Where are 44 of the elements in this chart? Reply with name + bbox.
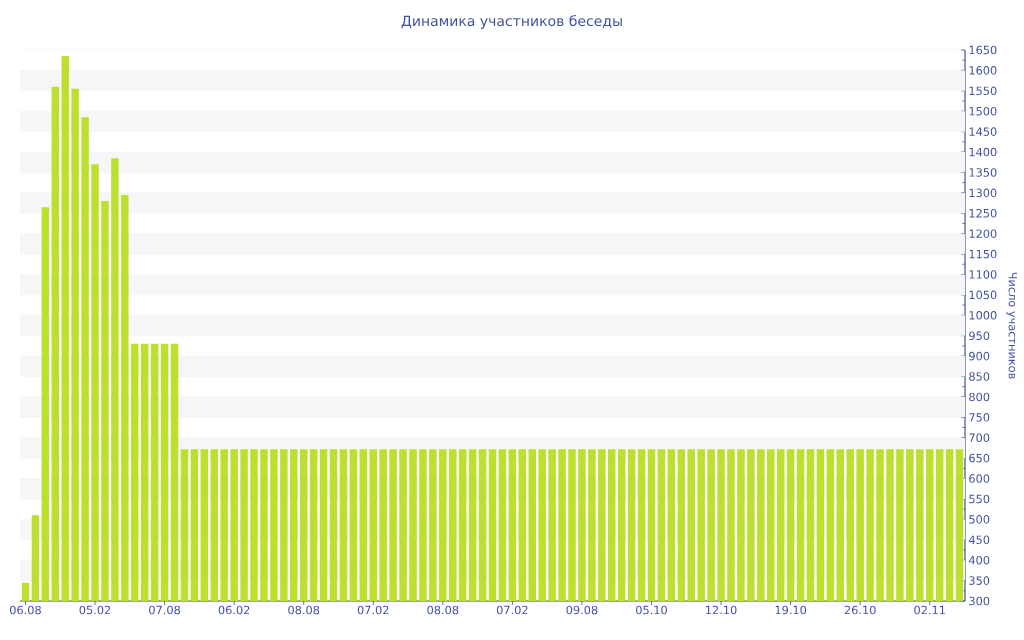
y-tick-label: 1400: [969, 147, 997, 157]
y-tick-label: 450: [968, 535, 990, 545]
x-tick-label: 07.02: [496, 605, 528, 615]
x-tick-label: 02.11: [914, 605, 945, 615]
x-tick-label: 09.08: [566, 605, 598, 615]
y-tick-label: 650: [969, 453, 990, 463]
y-tick-label: 1250: [969, 208, 997, 218]
x-tick-label: 07.08: [149, 605, 181, 615]
y-tick-label: 1050: [969, 290, 997, 300]
y-tick-label: 900: [969, 351, 990, 361]
x-tick-label: 12.10: [706, 605, 737, 615]
y-tick-label: 1450: [969, 127, 997, 136]
y-tick-label: 1000: [969, 311, 997, 320]
y-tick-label: 1500: [969, 106, 997, 116]
x-tick-label: 06.02: [218, 605, 250, 615]
x-tick-label: 07.02: [357, 605, 389, 615]
y-tick-label: 350: [969, 576, 990, 585]
x-tick-label: 05.10: [636, 605, 667, 615]
y-tick-label: 1200: [969, 229, 997, 238]
y-tick-label: 1100: [969, 270, 997, 279]
y-tick-label: 850: [969, 372, 990, 381]
x-tick-label: 19.10: [775, 605, 807, 615]
x-tick-label: 08.08: [427, 605, 459, 615]
x-tick-label: 26.10: [844, 605, 876, 615]
y-tick-label: 700: [969, 433, 990, 443]
y-tick-label: 1550: [969, 86, 997, 96]
y-tick-label: 800: [969, 392, 990, 402]
y-tick-label: 1350: [969, 168, 997, 177]
x-tick-label: 08.08: [288, 605, 320, 615]
y-tick-label: 1300: [969, 188, 997, 198]
y-tick-label: 950: [969, 331, 990, 340]
y-axis-title: Число участников: [1006, 272, 1017, 379]
y-tick-label: 500: [969, 515, 990, 524]
x-tick-label: 05.02: [79, 605, 111, 615]
y-tick-label: 300: [969, 596, 990, 606]
y-tick-label: 1650: [969, 45, 997, 55]
y-tick-label: 550: [969, 494, 990, 504]
y-tick-label: 750: [969, 413, 990, 422]
y-tick-label: 1150: [969, 249, 997, 259]
chart-title: Динамика участников беседы: [401, 15, 622, 29]
x-tick-label: 06.08: [10, 605, 41, 615]
y-tick-label: 600: [969, 474, 990, 483]
y-tick-label: 400: [968, 555, 990, 565]
y-tick-label: 1600: [969, 66, 997, 75]
